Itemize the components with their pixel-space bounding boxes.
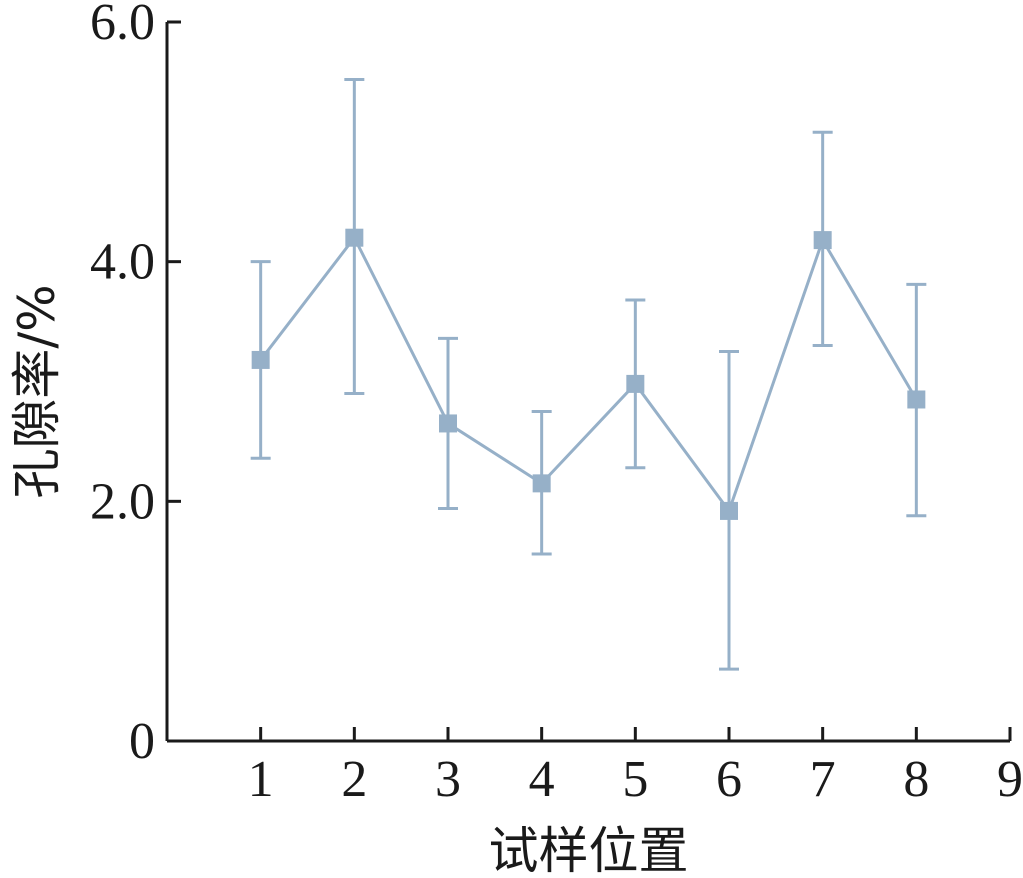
y-tick-label: 2.0 [90,473,155,530]
x-axis-title: 试样位置 [489,822,689,878]
ticks: 0 2.0 4.0 6.0 1 2 3 4 5 6 7 8 9 [90,0,1023,808]
data-point-1 [251,350,270,369]
y-tick-label: 6.0 [90,0,155,51]
y-tick-label: 4.0 [90,234,155,291]
x-tick-label: 6 [716,751,742,808]
x-tick-label: 7 [810,751,836,808]
series-line [259,234,918,515]
data-point-6 [720,501,738,520]
x-tick-label: 3 [435,751,461,808]
x-tick-label: 9 [997,751,1023,808]
y-tick-label: 0 [129,713,155,770]
x-tick-label: 1 [248,751,274,808]
data-point-3 [439,414,457,433]
x-tick-label: 8 [903,751,929,808]
y-axis-title: 孔隙率/% [8,284,66,498]
x-tick-label: 2 [341,751,367,808]
data-point-4 [532,474,551,493]
data-point-8 [907,390,926,409]
axes [165,22,1010,743]
data-point-2 [345,228,364,247]
data-point-5 [626,374,645,393]
x-tick-label: 5 [622,751,648,808]
data-point-7 [813,231,832,250]
plot-area [250,78,927,671]
x-tick-label: 4 [529,751,555,808]
